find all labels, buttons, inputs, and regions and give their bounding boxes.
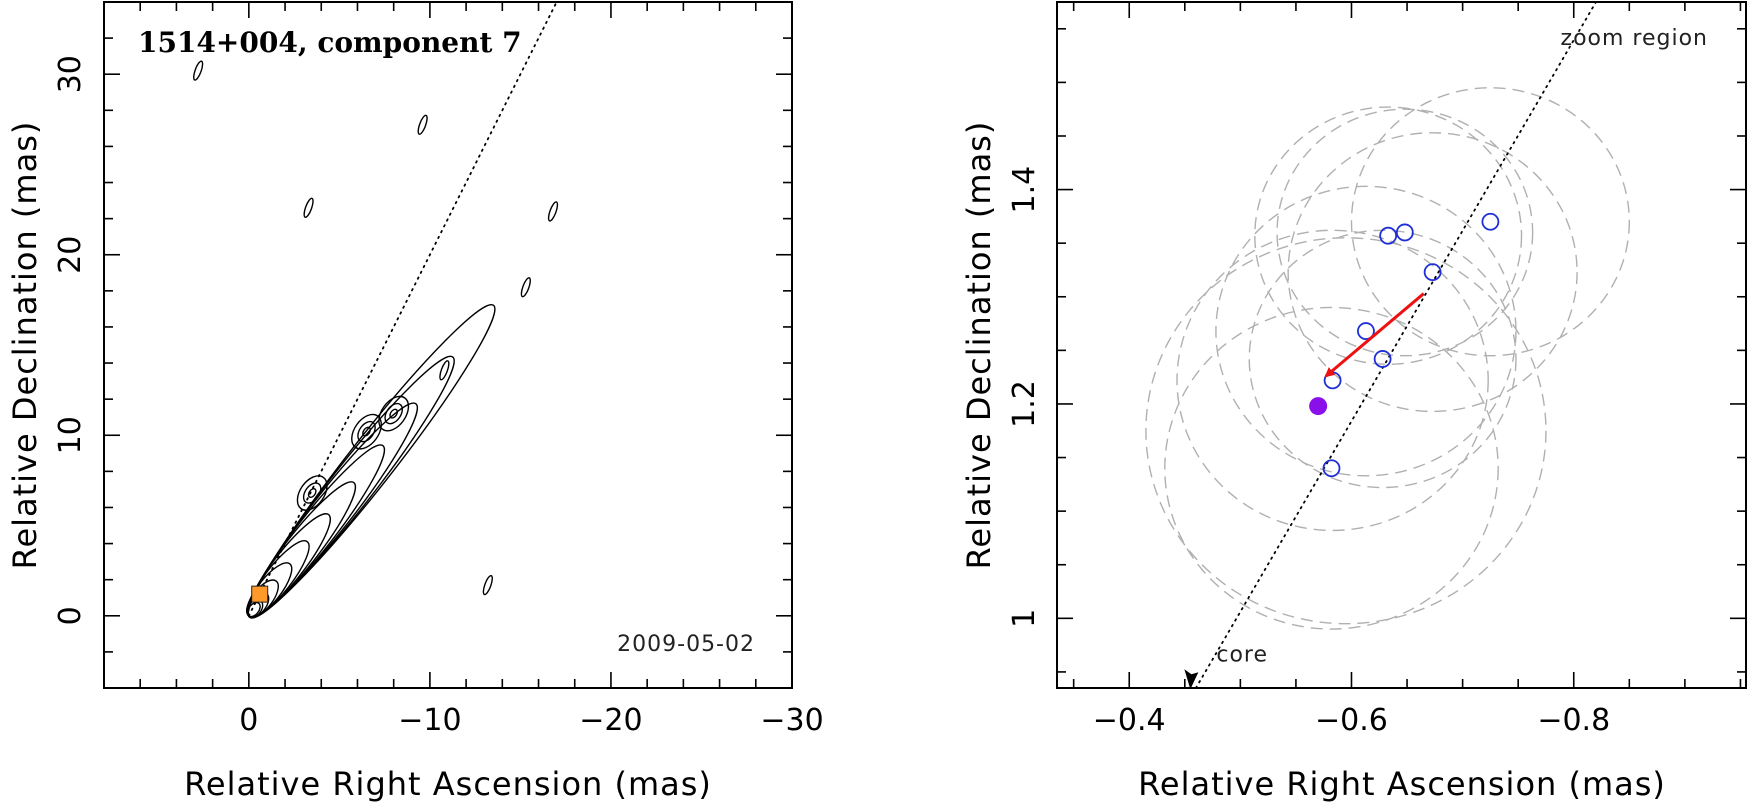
position-markers <box>1322 212 1500 478</box>
x-tick-label: −30 <box>760 703 823 738</box>
x-tick-label: −0.4 <box>1093 703 1166 738</box>
right-tick-marks <box>1057 2 1746 688</box>
knot-contour <box>378 395 410 432</box>
isolated-contour <box>193 60 204 81</box>
uncertainty-ring <box>1254 106 1523 365</box>
knot-contour <box>384 402 403 425</box>
position-point <box>1373 350 1392 368</box>
uncertainty-ring <box>1350 87 1631 357</box>
y-tick-label: 1.4 <box>1007 166 1042 214</box>
y-tick-label: 20 <box>53 236 88 274</box>
jet-contour <box>247 303 496 619</box>
right-x-axis-label: Relative Right Ascension (mas) <box>1138 765 1666 803</box>
uncertainty-ring <box>1215 185 1517 477</box>
knot-contour <box>389 408 399 419</box>
motion-vector-arrow <box>1324 292 1425 378</box>
epoch-label: 2009-05-02 <box>617 632 755 657</box>
core-label: core <box>1216 642 1268 667</box>
position-point <box>1379 226 1398 245</box>
uncertainty-ring <box>1176 229 1489 532</box>
x-tick-label: −0.6 <box>1315 703 1388 738</box>
left-x-axis-label: Relative Right Ascension (mas) <box>184 765 712 803</box>
position-point <box>1423 263 1442 282</box>
knot-contour <box>307 488 317 499</box>
current-position-marker <box>1309 397 1328 416</box>
knot-contour <box>302 482 322 504</box>
left-tick-marks <box>103 1 793 689</box>
jet-contour <box>247 355 455 619</box>
position-point <box>1322 459 1341 478</box>
uncertainty-ring <box>1145 237 1547 625</box>
uncertainty-ring-layer <box>1145 87 1631 630</box>
x-tick-label: 0 <box>239 703 258 738</box>
component-marker <box>251 585 269 603</box>
position-point <box>1481 212 1500 231</box>
isolated-contour <box>303 197 314 218</box>
y-tick-label: 1.2 <box>1007 380 1042 428</box>
isolated-contour <box>482 574 493 596</box>
y-tick-label: 30 <box>53 55 88 93</box>
uncertainty-ring <box>1287 132 1578 413</box>
position-point <box>1395 223 1414 242</box>
knot-contour <box>357 420 376 443</box>
right-plot-frame <box>1056 1 1747 689</box>
left-chart-title: 1514+004, component 7 <box>138 26 522 59</box>
isolated-contour <box>439 360 450 381</box>
left-y-axis-label: Relative Declination (mas) <box>6 121 44 570</box>
x-tick-label: −20 <box>579 703 642 738</box>
isolated-contour <box>547 201 559 222</box>
right-chart-panel: −0.4 −0.6 −0.8 1 1.2 1.4 zoom region core Rel… <box>960 1 1747 803</box>
knot-contour <box>351 413 382 450</box>
position-point <box>1357 322 1375 340</box>
uncertainty-ring <box>1276 108 1534 357</box>
isolated-contour <box>520 277 531 298</box>
zoom-region-label: zoom region <box>1561 26 1708 51</box>
jet-contour <box>246 540 310 618</box>
uncertainty-ring <box>1248 229 1517 489</box>
y-tick-label: 0 <box>53 606 88 625</box>
jet-contour <box>246 513 331 618</box>
x-tick-label: −0.8 <box>1537 703 1610 738</box>
left-contour-layer <box>193 60 559 619</box>
y-tick-label: 10 <box>53 416 88 454</box>
right-y-axis-label: Relative Declination (mas) <box>960 121 998 570</box>
left-plot-frame <box>103 1 793 689</box>
core-arrowhead <box>1184 669 1199 690</box>
x-tick-label: −10 <box>398 703 461 738</box>
uncertainty-ring <box>1164 306 1499 630</box>
left-ridge-line <box>247 1 558 617</box>
right-ridge-line <box>1195 1 1597 689</box>
right-tick-labels: −0.4 −0.6 −0.8 1 1.2 1.4 <box>1007 166 1610 738</box>
knot-contour <box>296 475 328 511</box>
isolated-contour <box>417 114 428 135</box>
left-tick-labels: 0 −10 −20 −30 0 10 20 30 <box>53 55 824 738</box>
knot-contour <box>362 426 371 437</box>
y-tick-label: 1 <box>1007 609 1042 628</box>
